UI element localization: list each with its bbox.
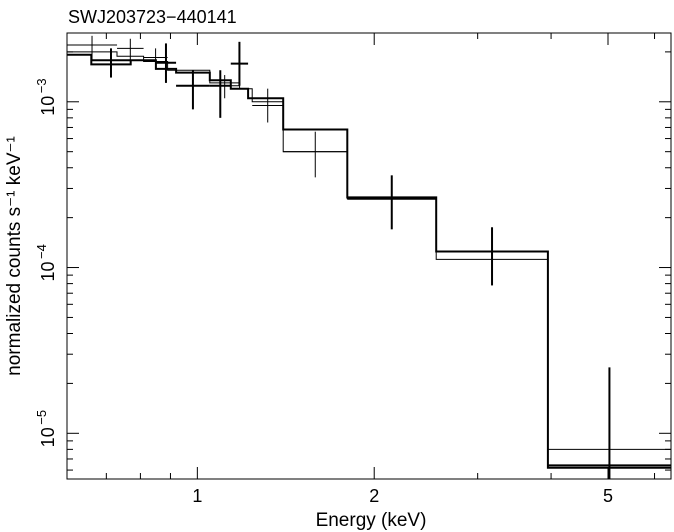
x-axis-title: Energy (keV)	[316, 510, 427, 531]
y-tick-label-exponent: −5	[34, 410, 49, 425]
y-tick-label-base: 10	[38, 262, 58, 282]
series-thin	[67, 35, 671, 450]
y-axis-title: normalized counts s⁻¹ keV⁻¹	[4, 136, 25, 376]
x-tick-labels: 1 2 5	[192, 486, 613, 506]
y-tick-label: 10−4	[34, 244, 58, 281]
x-tick-label: 1	[192, 486, 202, 506]
y-tick-label-exponent: −3	[34, 78, 49, 93]
chart-title: SWJ203723−440141	[68, 7, 237, 27]
x-tick-label: 5	[603, 486, 613, 506]
y-tick-labels: 10−510−410−3	[34, 78, 58, 447]
model-step-line	[67, 53, 671, 469]
model-step-line	[67, 51, 671, 450]
plot-frame	[66, 32, 672, 480]
y-tick-label-exponent: −4	[34, 244, 49, 259]
x-tick-label: 2	[369, 486, 379, 506]
y-tick-label: 10−3	[34, 78, 58, 115]
series-thick	[67, 41, 671, 479]
axis-ticks	[66, 33, 671, 479]
series-layer	[67, 35, 671, 479]
y-tick-label-base: 10	[38, 427, 58, 447]
y-tick-label-base: 10	[38, 96, 58, 116]
y-tick-label: 10−5	[34, 410, 58, 447]
